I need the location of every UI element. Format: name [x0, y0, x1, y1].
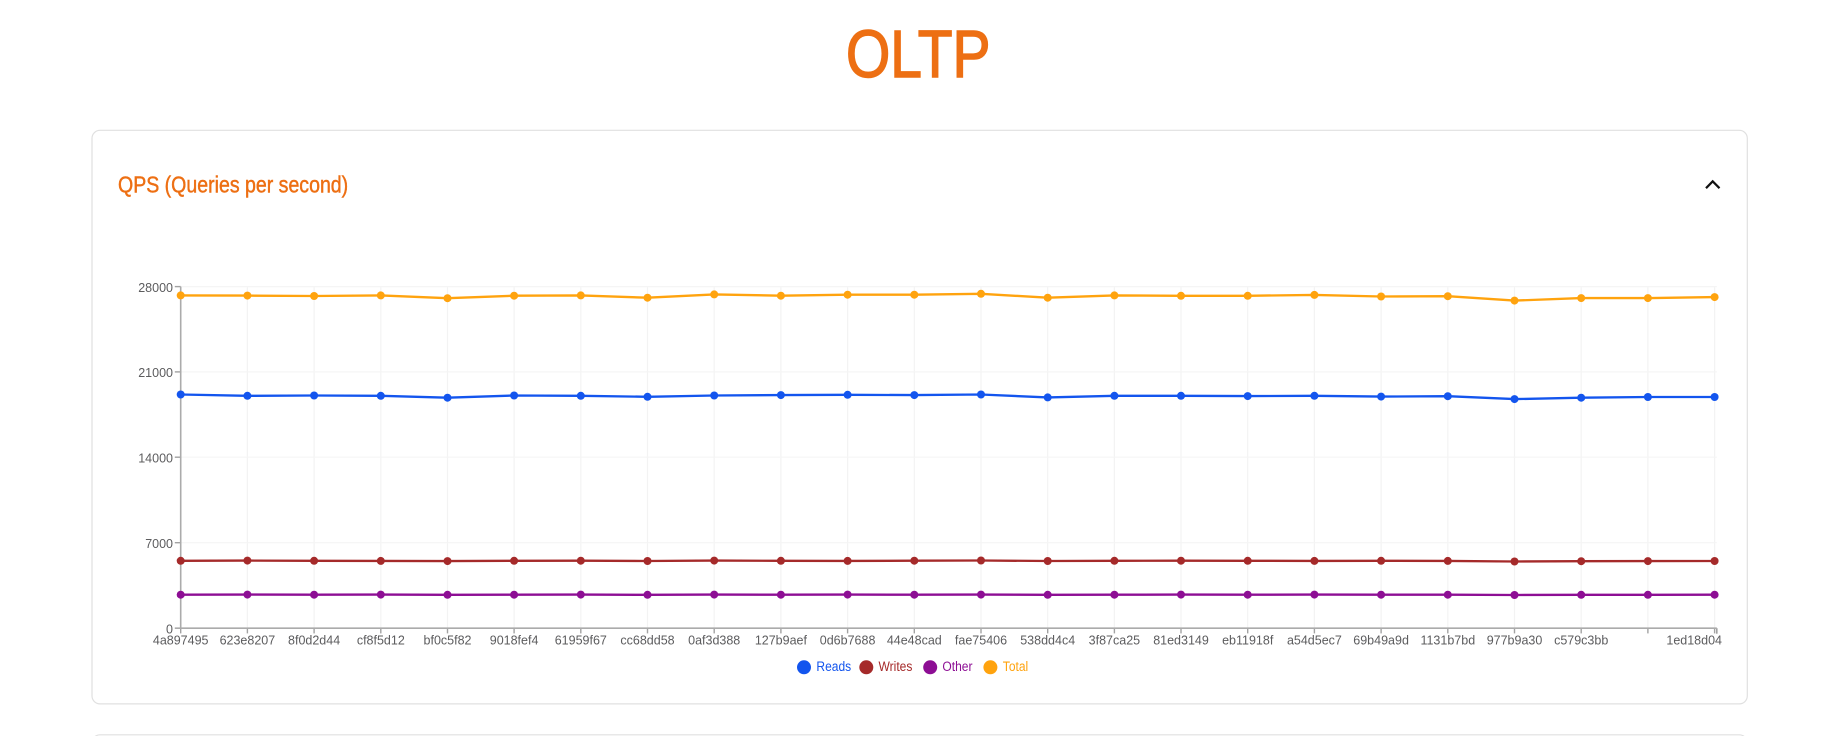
svg-text:0d6b7688: 0d6b7688 — [820, 633, 876, 647]
svg-text:cf8f5d12: cf8f5d12 — [357, 633, 405, 647]
svg-text:14000: 14000 — [138, 452, 173, 466]
svg-text:21000: 21000 — [138, 366, 173, 380]
svg-text:1131b7bd: 1131b7bd — [1420, 633, 1475, 647]
svg-text:7000: 7000 — [145, 537, 173, 551]
svg-text:0af3d388: 0af3d388 — [688, 633, 740, 647]
svg-text:977b9a30: 977b9a30 — [1487, 633, 1543, 647]
svg-text:8f0d2d44: 8f0d2d44 — [288, 633, 340, 647]
svg-text:eb11918f: eb11918f — [1222, 633, 1274, 647]
svg-text:fae75406: fae75406 — [955, 633, 1007, 647]
svg-text:0: 0 — [166, 623, 173, 637]
svg-text:538dd4c4: 538dd4c4 — [1020, 633, 1075, 647]
svg-text:69b49a9d: 69b49a9d — [1353, 633, 1409, 647]
svg-text:Other: Other — [942, 658, 973, 674]
svg-text:OLTP: OLTP — [846, 18, 990, 92]
svg-text:3f87ca25: 3f87ca25 — [1089, 633, 1140, 647]
svg-text:Total: Total — [1003, 658, 1029, 674]
svg-text:4a897495: 4a897495 — [153, 633, 209, 647]
svg-text:1ed18d04: 1ed18d04 — [1666, 633, 1722, 647]
svg-text:81ed3149: 81ed3149 — [1153, 633, 1209, 647]
svg-text:61959f67: 61959f67 — [555, 633, 607, 647]
svg-text:44e48cad: 44e48cad — [887, 633, 942, 647]
svg-text:28000: 28000 — [138, 281, 173, 295]
svg-text:623e8207: 623e8207 — [220, 633, 276, 647]
svg-text:127b9aef: 127b9aef — [755, 633, 808, 647]
svg-text:Writes: Writes — [879, 658, 913, 674]
svg-text:bf0c5f82: bf0c5f82 — [424, 633, 472, 647]
svg-text:c579c3bb: c579c3bb — [1554, 633, 1608, 647]
svg-text:Reads: Reads — [816, 658, 851, 674]
svg-text:QPS (Queries per second): QPS (Queries per second) — [118, 172, 348, 198]
svg-text:cc68dd58: cc68dd58 — [620, 633, 674, 647]
svg-text:9018fef4: 9018fef4 — [490, 633, 539, 647]
svg-text:a54d5ec7: a54d5ec7 — [1287, 633, 1342, 647]
